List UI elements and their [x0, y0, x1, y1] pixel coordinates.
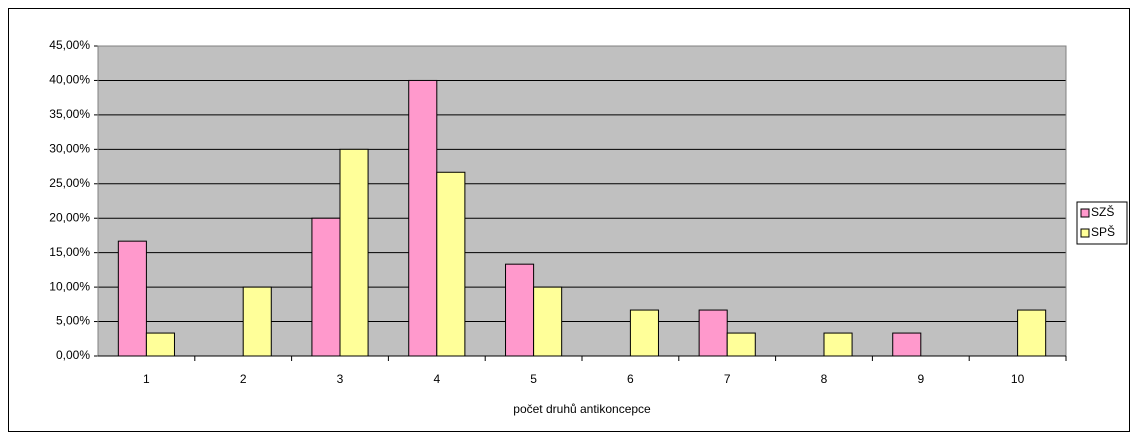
- legend-label: SPŠ: [1091, 224, 1115, 239]
- x-tick-label: 1: [143, 372, 150, 386]
- y-tick-label: 40,00%: [49, 73, 90, 87]
- x-tick-label: 7: [724, 372, 731, 386]
- x-tick-label: 8: [821, 372, 828, 386]
- y-tick-label: 45,00%: [49, 38, 90, 52]
- bar: [311, 217, 341, 357]
- y-tick-label: 0,00%: [56, 348, 90, 362]
- y-tick-label: 5,00%: [56, 314, 90, 328]
- bar: [505, 263, 535, 357]
- x-axis-label: počet druhů antikoncepce: [513, 402, 651, 416]
- bar: [698, 309, 728, 357]
- bar: [408, 79, 438, 357]
- x-tick-label: 10: [1011, 372, 1025, 386]
- y-tick-label: 30,00%: [49, 142, 90, 156]
- x-tick-label: 9: [917, 372, 924, 386]
- x-tick-label: 4: [433, 372, 440, 386]
- y-tick-label: 20,00%: [49, 210, 90, 224]
- bar: [436, 171, 466, 357]
- bar: [242, 286, 272, 357]
- legend-swatch: [1080, 228, 1090, 238]
- y-tick-label: 25,00%: [49, 176, 90, 190]
- bar: [629, 309, 659, 357]
- y-tick-label: 15,00%: [49, 245, 90, 259]
- legend-swatch: [1080, 208, 1090, 218]
- y-tick-label: 35,00%: [49, 107, 90, 121]
- bar: [145, 332, 175, 357]
- bar: [117, 240, 147, 357]
- bar: [339, 148, 369, 357]
- x-tick-label: 6: [627, 372, 634, 386]
- bar: [1017, 309, 1047, 357]
- x-tick-label: 3: [337, 372, 344, 386]
- bar: [892, 332, 922, 357]
- y-tick-label: 10,00%: [49, 279, 90, 293]
- bar: [533, 286, 563, 357]
- x-tick-label: 2: [240, 372, 247, 386]
- x-tick-label: 5: [530, 372, 537, 386]
- bar: [823, 332, 853, 357]
- legend-label: SZŠ: [1091, 204, 1114, 219]
- bar: [726, 332, 756, 357]
